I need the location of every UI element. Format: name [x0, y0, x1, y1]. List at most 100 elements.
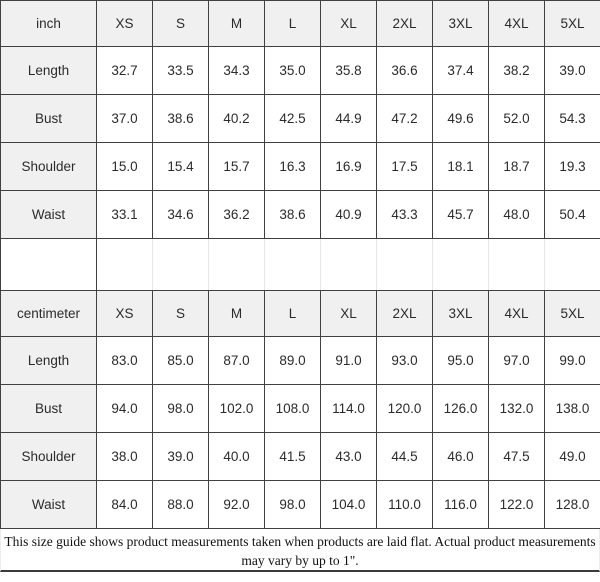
- column-header: 2XL: [376, 0, 433, 47]
- column-header: 4XL: [488, 0, 545, 47]
- column-header: XL: [320, 0, 377, 47]
- column-header: XL: [320, 290, 377, 337]
- table-row: Length 32.7 33.5 34.3 35.0 35.8 36.6 37.4 38.2 39…: [0, 46, 600, 95]
- column-header: XS: [96, 0, 153, 47]
- table-row: Waist 84.0 88.0 92.0 98.0 104.0 110.0 116.0 122.…: [0, 480, 600, 529]
- table-cell: 45.7: [432, 190, 489, 239]
- spacer-cell: [376, 238, 433, 291]
- table-cell: 93.0: [376, 336, 433, 385]
- table-cell: 35.8: [320, 46, 377, 95]
- table-cell: 54.3: [544, 94, 600, 143]
- column-header: L: [264, 0, 321, 47]
- footer-note: This size guide shows product measuremen…: [0, 529, 600, 572]
- table-cell: 98.0: [152, 384, 209, 433]
- row-header: Bust: [0, 384, 97, 433]
- table-cell: 39.0: [544, 46, 600, 95]
- table-cell: 34.3: [208, 46, 265, 95]
- table-cell: 126.0: [432, 384, 489, 433]
- unit-header: inch: [0, 0, 97, 47]
- table-cell: 95.0: [432, 336, 489, 385]
- size-guide-table: inch XS S M L XL 2XL 3XL 4XL 5XL Length 32.7 33.5 34.…: [0, 0, 600, 529]
- header-row-centimeter: centimeter XS S M L XL 2XL 3XL 4XL 5XL: [0, 290, 600, 337]
- table-cell: 88.0: [152, 480, 209, 529]
- table-cell: 116.0: [432, 480, 489, 529]
- table-cell: 38.6: [264, 190, 321, 239]
- unit-header: centimeter: [0, 290, 97, 337]
- table-cell: 42.5: [264, 94, 321, 143]
- table-cell: 84.0: [96, 480, 153, 529]
- column-header: 5XL: [544, 0, 600, 47]
- table-cell: 48.0: [488, 190, 545, 239]
- table-cell: 128.0: [544, 480, 600, 529]
- spacer-cell: [208, 238, 265, 291]
- column-header: 5XL: [544, 290, 600, 337]
- table-cell: 40.9: [320, 190, 377, 239]
- table-cell: 47.5: [488, 432, 545, 481]
- table-cell: 87.0: [208, 336, 265, 385]
- table-cell: 99.0: [544, 336, 600, 385]
- spacer-cell: [544, 238, 600, 291]
- column-header: 4XL: [488, 290, 545, 337]
- table-cell: 18.1: [432, 142, 489, 191]
- table-cell: 32.7: [96, 46, 153, 95]
- size-guide-table-body: inch XS S M L XL 2XL 3XL 4XL 5XL Length 32.7 33.5 34.…: [0, 0, 600, 529]
- row-header: Shoulder: [0, 432, 97, 481]
- table-cell: 50.4: [544, 190, 600, 239]
- table-cell: 92.0: [208, 480, 265, 529]
- spacer-cell: [0, 238, 97, 291]
- table-cell: 114.0: [320, 384, 377, 433]
- table-cell: 110.0: [376, 480, 433, 529]
- column-header: 3XL: [432, 0, 489, 47]
- column-header: 3XL: [432, 290, 489, 337]
- table-cell: 38.2: [488, 46, 545, 95]
- table-cell: 39.0: [152, 432, 209, 481]
- table-cell: 132.0: [488, 384, 545, 433]
- table-cell: 16.3: [264, 142, 321, 191]
- table-cell: 38.0: [96, 432, 153, 481]
- table-cell: 102.0: [208, 384, 265, 433]
- table-cell: 40.0: [208, 432, 265, 481]
- column-header: S: [152, 0, 209, 47]
- spacer-cell: [264, 238, 321, 291]
- table-cell: 19.3: [544, 142, 600, 191]
- column-header: L: [264, 290, 321, 337]
- table-row: Length 83.0 85.0 87.0 89.0 91.0 93.0 95.0 97.0 99…: [0, 336, 600, 385]
- spacer-cell: [152, 238, 209, 291]
- table-cell: 91.0: [320, 336, 377, 385]
- table-cell: 46.0: [432, 432, 489, 481]
- table-cell: 34.6: [152, 190, 209, 239]
- column-header: M: [208, 290, 265, 337]
- table-cell: 94.0: [96, 384, 153, 433]
- header-row-inch: inch XS S M L XL 2XL 3XL 4XL 5XL: [0, 0, 600, 47]
- row-header: Length: [0, 336, 97, 385]
- table-cell: 89.0: [264, 336, 321, 385]
- table-cell: 43.3: [376, 190, 433, 239]
- table-cell: 36.6: [376, 46, 433, 95]
- table-cell: 47.2: [376, 94, 433, 143]
- table-cell: 17.5: [376, 142, 433, 191]
- column-header: S: [152, 290, 209, 337]
- table-cell: 15.7: [208, 142, 265, 191]
- table-row: Bust 94.0 98.0 102.0 108.0 114.0 120.0 126.0 132…: [0, 384, 600, 433]
- table-cell: 33.5: [152, 46, 209, 95]
- spacer-cell: [432, 238, 489, 291]
- table-cell: 104.0: [320, 480, 377, 529]
- table-cell: 122.0: [488, 480, 545, 529]
- table-cell: 16.9: [320, 142, 377, 191]
- table-cell: 98.0: [264, 480, 321, 529]
- table-row: Shoulder 38.0 39.0 40.0 41.5 43.0 44.5 46.0 47.5…: [0, 432, 600, 481]
- table-cell: 35.0: [264, 46, 321, 95]
- table-cell: 52.0: [488, 94, 545, 143]
- table-row: Waist 33.1 34.6 36.2 38.6 40.9 43.3 45.7 48.0 50.…: [0, 190, 600, 239]
- table-cell: 108.0: [264, 384, 321, 433]
- table-cell: 37.0: [96, 94, 153, 143]
- table-cell: 40.2: [208, 94, 265, 143]
- table-cell: 41.5: [264, 432, 321, 481]
- table-cell: 38.6: [152, 94, 209, 143]
- spacer-row: [0, 238, 600, 291]
- column-header: 2XL: [376, 290, 433, 337]
- table-row: Bust 37.0 38.6 40.2 42.5 44.9 47.2 49.6 52.0 54.3: [0, 94, 600, 143]
- row-header: Waist: [0, 480, 97, 529]
- spacer-cell: [320, 238, 377, 291]
- table-cell: 120.0: [376, 384, 433, 433]
